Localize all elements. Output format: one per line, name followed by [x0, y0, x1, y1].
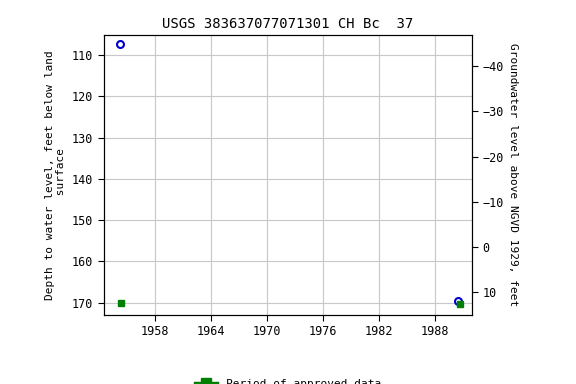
Y-axis label: Depth to water level, feet below land
 surface: Depth to water level, feet below land su…: [45, 50, 66, 300]
Legend: Period of approved data: Period of approved data: [191, 374, 385, 384]
Title: USGS 383637077071301 CH Bc  37: USGS 383637077071301 CH Bc 37: [162, 17, 414, 31]
Y-axis label: Groundwater level above NGVD 1929, feet: Groundwater level above NGVD 1929, feet: [508, 43, 518, 306]
